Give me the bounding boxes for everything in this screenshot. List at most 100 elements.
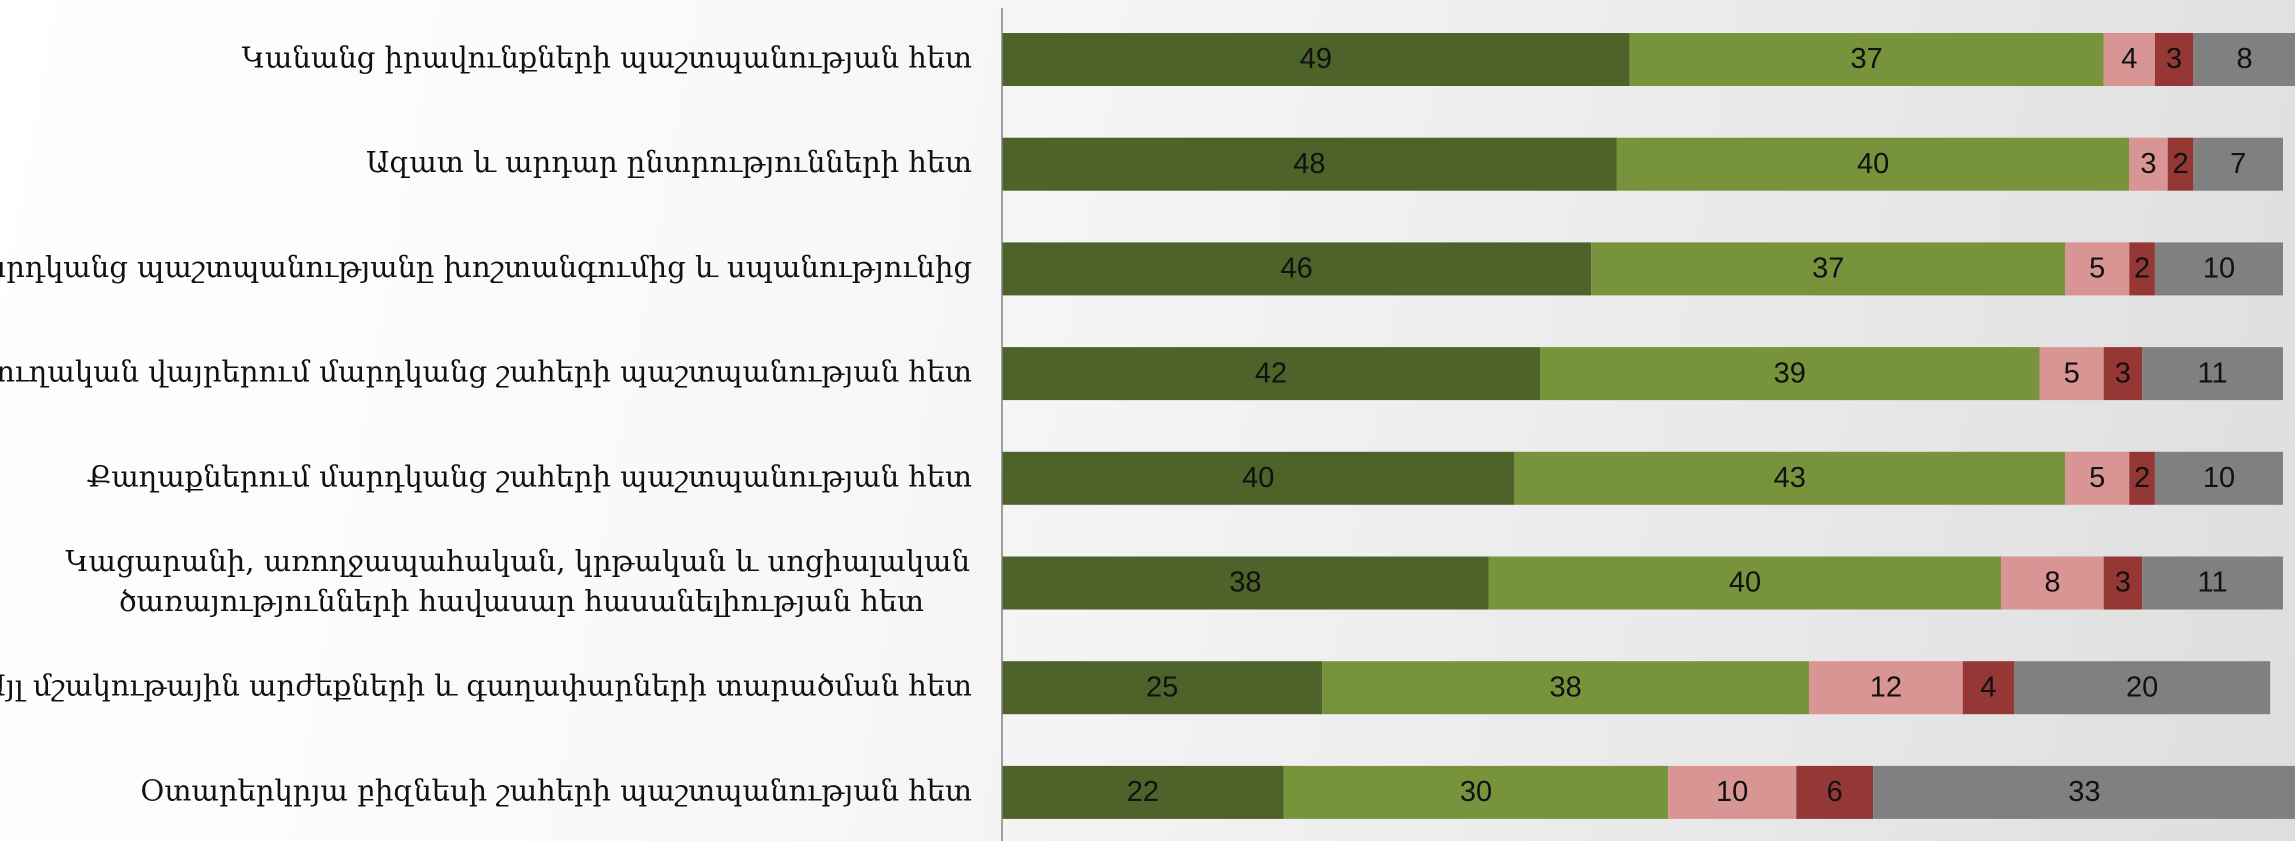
category-label: Ազատ և արդար ընտրությունների հետ bbox=[366, 145, 972, 179]
bar-segment bbox=[1962, 661, 2014, 715]
data-label: 2 bbox=[2134, 253, 2150, 285]
bar-segment bbox=[2103, 33, 2155, 86]
category-label-line: Օտարերկրյա բիզնեսի շահերի պաշտպանության … bbox=[140, 773, 972, 807]
bar-segment bbox=[1629, 33, 2104, 86]
category-label-line: Մարդկանց պաշտպանությանը խոշտանգումից և ս… bbox=[0, 250, 972, 284]
bar-segment bbox=[2103, 347, 2143, 401]
category-label: Օտարերկրյա բիզնեսի շահերի պաշտպանության … bbox=[140, 773, 972, 807]
data-label: 48 bbox=[1293, 148, 1325, 180]
data-label: 6 bbox=[1827, 776, 1843, 808]
bar-segment bbox=[1002, 765, 1284, 819]
category-label-line: Քաղաքներում մարդկանց շահերի պաշտպանությա… bbox=[87, 459, 972, 493]
data-label: 4 bbox=[1980, 671, 1996, 703]
category-label: Կանանց իրավունքների պաշտպանության հետ bbox=[242, 41, 972, 75]
category-label: Քաղաքներում մարդկանց շահերի պաշտպանությա… bbox=[87, 459, 972, 493]
data-label: 42 bbox=[1255, 357, 1287, 389]
data-label: 5 bbox=[2089, 253, 2105, 285]
bar-segment bbox=[1616, 137, 2130, 191]
bar-segment bbox=[2142, 556, 2283, 610]
category-label: Կացարանի, առողջապահական, կրթական և սոցիա… bbox=[65, 544, 970, 618]
data-label: 33 bbox=[2068, 776, 2100, 808]
bar-segment bbox=[1322, 661, 1810, 715]
data-label: 10 bbox=[2203, 253, 2235, 285]
data-label: 46 bbox=[1280, 253, 1312, 285]
bar-segment bbox=[2013, 661, 2271, 715]
data-label: 40 bbox=[1857, 148, 1889, 180]
bar-segment bbox=[1002, 556, 1489, 610]
data-label: 38 bbox=[1229, 567, 1261, 599]
data-label: 3 bbox=[2166, 43, 2182, 75]
bar-segment bbox=[2142, 347, 2283, 401]
data-label: 40 bbox=[1242, 462, 1274, 494]
data-label: 38 bbox=[1550, 671, 1582, 703]
bar-segment bbox=[2001, 556, 2104, 610]
bar-segment bbox=[1540, 347, 2040, 401]
bar-segment bbox=[2065, 451, 2130, 505]
category-label-line: ծառայությունների հավասար հասանելիության … bbox=[119, 584, 924, 618]
bar-segment bbox=[2039, 347, 2104, 401]
category-label-line: Գյուղական վայրերում մարդկանց շահերի պաշտ… bbox=[0, 355, 972, 389]
bar-segment bbox=[2129, 451, 2155, 505]
data-label: 2 bbox=[2134, 462, 2150, 494]
bar-segment bbox=[1002, 661, 1323, 715]
data-label: 39 bbox=[1774, 357, 1806, 389]
bar-segment bbox=[1002, 33, 1630, 86]
bar-segment bbox=[1591, 242, 2066, 296]
category-label: Այլ մշակութային արժեքների և գաղափարների … bbox=[0, 669, 972, 703]
data-label: 37 bbox=[1812, 253, 1844, 285]
bar-segment bbox=[2193, 33, 2295, 86]
data-label: 49 bbox=[1300, 43, 1332, 75]
data-label: 3 bbox=[2140, 148, 2156, 180]
data-label: 5 bbox=[2064, 357, 2080, 389]
bar-segment bbox=[2129, 242, 2155, 296]
bar-segment bbox=[1514, 451, 2066, 505]
bar-segment bbox=[2065, 242, 2130, 296]
bar-segment bbox=[2154, 33, 2194, 86]
data-label: 2 bbox=[2172, 148, 2188, 180]
data-label: 12 bbox=[1870, 671, 1902, 703]
data-label: 3 bbox=[2115, 357, 2131, 389]
data-label: 30 bbox=[1460, 776, 1492, 808]
data-label: 3 bbox=[2115, 567, 2131, 599]
category-label: Գյուղական վայրերում մարդկանց շահերի պաշտ… bbox=[0, 355, 972, 389]
bar-segment bbox=[1809, 661, 1963, 715]
bar-segment bbox=[1002, 451, 1515, 505]
bar-segment bbox=[1873, 765, 2295, 819]
bar-segment bbox=[2103, 556, 2143, 610]
data-label: 10 bbox=[2203, 462, 2235, 494]
data-label: 37 bbox=[1851, 43, 1883, 75]
data-label: 22 bbox=[1127, 776, 1159, 808]
bar-segment bbox=[1488, 556, 2002, 610]
category-label-line: Ազատ և արդար ընտրությունների հետ bbox=[366, 145, 972, 179]
data-label: 7 bbox=[2230, 148, 2246, 180]
data-label: 10 bbox=[1716, 776, 1748, 808]
bar-segment bbox=[1002, 137, 1617, 191]
category-label-line: Կացարանի, առողջապահական, կրթական և սոցիա… bbox=[65, 544, 970, 578]
data-label: 43 bbox=[1774, 462, 1806, 494]
category-label: Մարդկանց պաշտպանությանը խոշտանգումից և ս… bbox=[0, 250, 972, 284]
bar-segment bbox=[2167, 137, 2194, 191]
category-label-line: Այլ մշակութային արժեքների և գաղափարների … bbox=[0, 669, 972, 703]
category-labels: Կանանց իրավունքների պաշտպանության հետ Ազա… bbox=[0, 41, 972, 808]
data-label: 40 bbox=[1729, 567, 1761, 599]
data-label: 25 bbox=[1146, 671, 1178, 703]
bar-segment bbox=[2154, 451, 2283, 505]
bar-segment bbox=[2193, 137, 2283, 191]
bar-segment bbox=[1002, 347, 1541, 401]
bar-segment bbox=[1283, 765, 1669, 819]
bar-segment bbox=[1796, 765, 1874, 819]
data-label: 8 bbox=[2236, 43, 2252, 75]
bar-segment bbox=[1002, 242, 1592, 296]
data-label: 20 bbox=[2126, 671, 2158, 703]
bar-segment bbox=[2129, 137, 2168, 191]
data-label: 11 bbox=[2197, 567, 2227, 599]
bar-segment bbox=[1668, 765, 1797, 819]
bar-segment bbox=[2154, 242, 2283, 296]
data-label: 11 bbox=[2197, 357, 2227, 389]
data-label: 4 bbox=[2121, 43, 2137, 75]
data-label: 8 bbox=[2044, 567, 2060, 599]
category-label-line: Կանանց իրավունքների պաշտպանության հետ bbox=[242, 41, 972, 75]
data-label: 5 bbox=[2089, 462, 2105, 494]
